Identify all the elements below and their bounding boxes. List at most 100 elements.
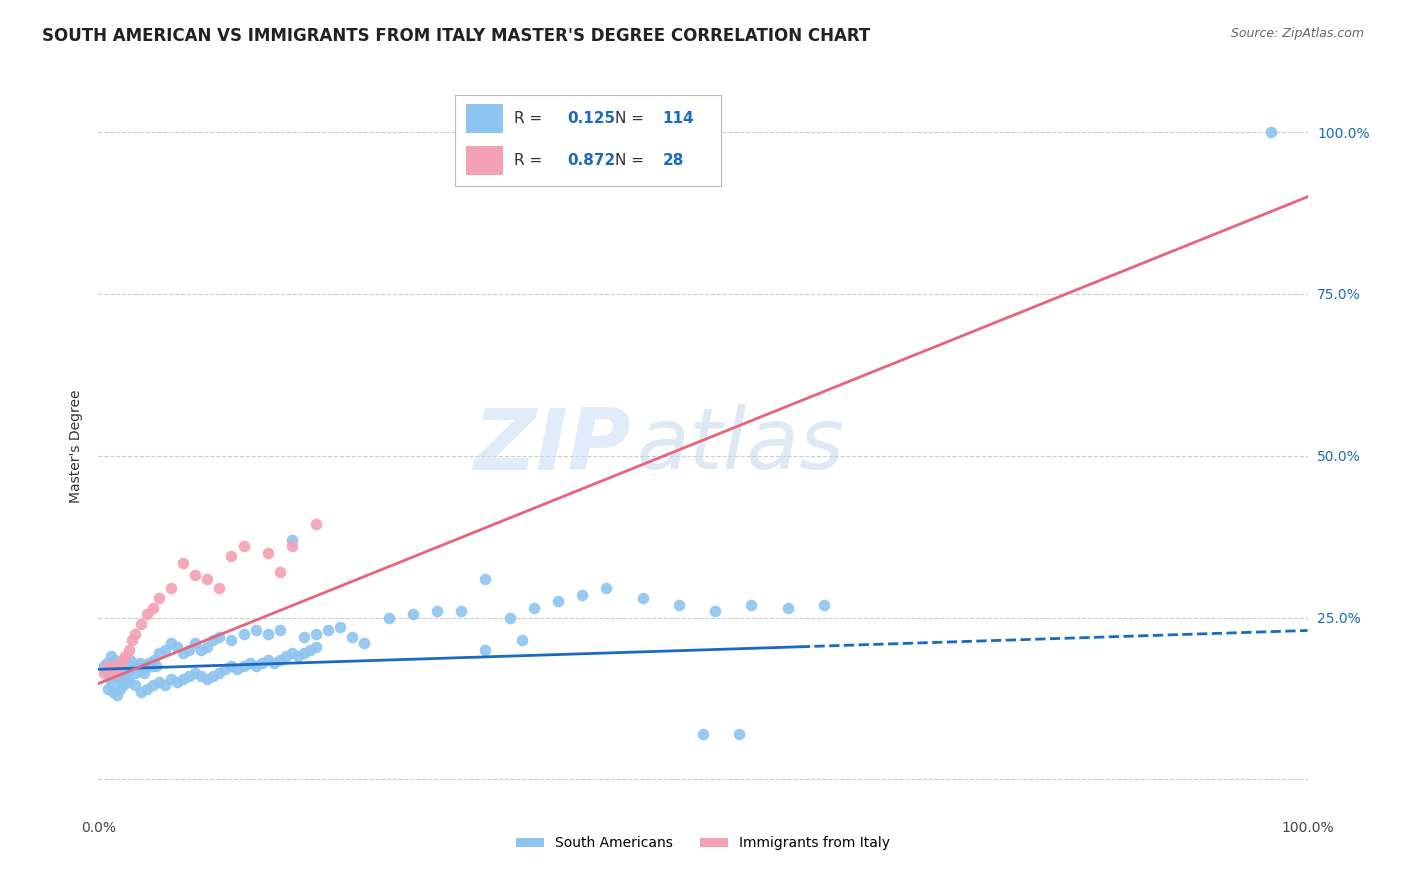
- Point: [160, 636, 183, 650]
- Point: [256, 652, 278, 666]
- Point: [172, 672, 194, 686]
- Point: [704, 604, 727, 618]
- Point: [142, 600, 165, 615]
- Point: [292, 646, 315, 660]
- Point: [232, 659, 254, 673]
- Point: [305, 626, 328, 640]
- Point: [195, 572, 218, 586]
- Point: [190, 669, 212, 683]
- Point: [114, 665, 136, 680]
- Point: [148, 646, 170, 660]
- Point: [101, 685, 124, 699]
- Point: [124, 665, 146, 680]
- Point: [118, 652, 141, 666]
- Point: [117, 672, 139, 686]
- Point: [148, 675, 170, 690]
- Point: [148, 591, 170, 606]
- Point: [292, 630, 315, 644]
- Point: [281, 533, 304, 547]
- Point: [108, 665, 131, 680]
- Point: [166, 675, 188, 690]
- Point: [104, 665, 127, 680]
- Point: [316, 624, 339, 638]
- Point: [118, 659, 141, 673]
- Point: [269, 652, 291, 666]
- Point: [342, 630, 364, 644]
- Point: [377, 610, 399, 624]
- Point: [195, 672, 218, 686]
- Point: [108, 672, 131, 686]
- Point: [100, 649, 122, 664]
- Point: [190, 643, 212, 657]
- Point: [107, 662, 129, 676]
- Point: [263, 656, 285, 670]
- Point: [202, 669, 225, 683]
- Point: [127, 659, 149, 673]
- Point: [97, 681, 120, 696]
- Point: [118, 675, 141, 690]
- Point: [172, 556, 194, 570]
- Point: [208, 630, 231, 644]
- Point: [571, 588, 593, 602]
- Point: [153, 678, 176, 692]
- Point: [214, 662, 236, 676]
- Point: [776, 600, 799, 615]
- Point: [179, 669, 201, 683]
- Point: [143, 652, 166, 666]
- Point: [184, 636, 207, 650]
- Point: [250, 656, 273, 670]
- Point: [305, 516, 328, 531]
- Point: [135, 607, 157, 622]
- Point: [402, 607, 425, 622]
- Point: [172, 646, 194, 660]
- Point: [450, 604, 472, 618]
- Point: [813, 598, 835, 612]
- Point: [221, 633, 243, 648]
- Point: [111, 659, 134, 673]
- Point: [728, 727, 751, 741]
- Point: [239, 656, 262, 670]
- Point: [523, 600, 546, 615]
- Point: [93, 659, 115, 673]
- Point: [269, 624, 291, 638]
- Text: atlas: atlas: [637, 404, 845, 488]
- Point: [115, 669, 138, 683]
- Point: [329, 620, 352, 634]
- Legend: South Americans, Immigrants from Italy: South Americans, Immigrants from Italy: [510, 830, 896, 856]
- Point: [96, 662, 118, 676]
- Point: [274, 649, 297, 664]
- Point: [179, 643, 201, 657]
- Point: [245, 624, 267, 638]
- Point: [98, 669, 121, 683]
- Point: [474, 572, 496, 586]
- Point: [668, 598, 690, 612]
- Point: [121, 662, 143, 676]
- Point: [474, 643, 496, 657]
- Point: [134, 665, 156, 680]
- Point: [692, 727, 714, 741]
- Point: [105, 688, 128, 702]
- Point: [281, 539, 304, 553]
- Point: [124, 678, 146, 692]
- Point: [145, 659, 167, 673]
- Point: [128, 656, 150, 670]
- Point: [226, 662, 249, 676]
- Point: [118, 643, 141, 657]
- Point: [1260, 125, 1282, 139]
- Point: [104, 652, 127, 666]
- Point: [100, 675, 122, 690]
- Point: [299, 643, 322, 657]
- Point: [108, 681, 131, 696]
- Point: [111, 678, 134, 692]
- Point: [305, 640, 328, 654]
- Point: [166, 640, 188, 654]
- Point: [121, 633, 143, 648]
- Point: [281, 646, 304, 660]
- Point: [245, 659, 267, 673]
- Point: [138, 656, 160, 670]
- Point: [108, 656, 131, 670]
- Point: [160, 672, 183, 686]
- Point: [547, 594, 569, 608]
- Point: [101, 665, 124, 680]
- Point: [114, 649, 136, 664]
